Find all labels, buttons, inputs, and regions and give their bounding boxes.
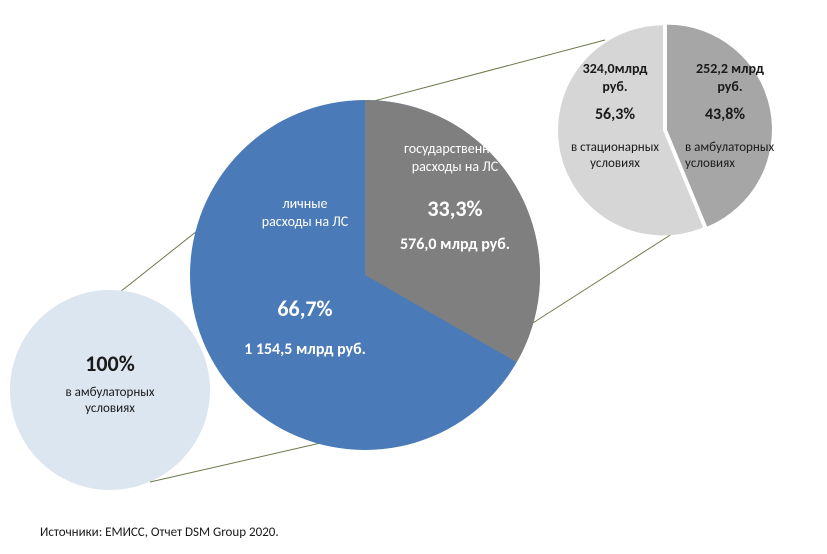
- left-pie-note: в амбулаторных условиях: [40, 385, 180, 418]
- right-inpatient-amount: 324,0млрд руб.: [565, 60, 665, 95]
- right-inpatient-pct: 56,3%: [575, 105, 655, 125]
- main-personal-pct: 66,7%: [240, 295, 370, 323]
- main-personal-amount: 1 154,5 млрд руб.: [210, 340, 400, 360]
- main-state-pct: 33,3%: [395, 195, 515, 223]
- main-state-amount: 576,0 млрд руб.: [380, 235, 530, 255]
- main-state-label: государственные расходы на ЛС: [380, 140, 530, 175]
- chart-stage: 100% в амбулаторных условиях личные расх…: [0, 0, 827, 554]
- main-personal-label: личные расходы на ЛС: [235, 195, 375, 230]
- left-pie-pct: 100%: [60, 350, 160, 378]
- right-inpatient-label: в стационарных условиях: [555, 140, 675, 173]
- left-pie-pct-text: 100%: [60, 350, 160, 378]
- right-outpatient-amount: 252,2 млрд руб.: [675, 60, 785, 95]
- right-outpatient-pct: 43,8%: [685, 105, 765, 125]
- source-text: Источники: ЕМИСС, Отчет DSM Group 2020.: [40, 525, 279, 540]
- right-outpatient-label: в амбулаторных условиях: [685, 140, 805, 173]
